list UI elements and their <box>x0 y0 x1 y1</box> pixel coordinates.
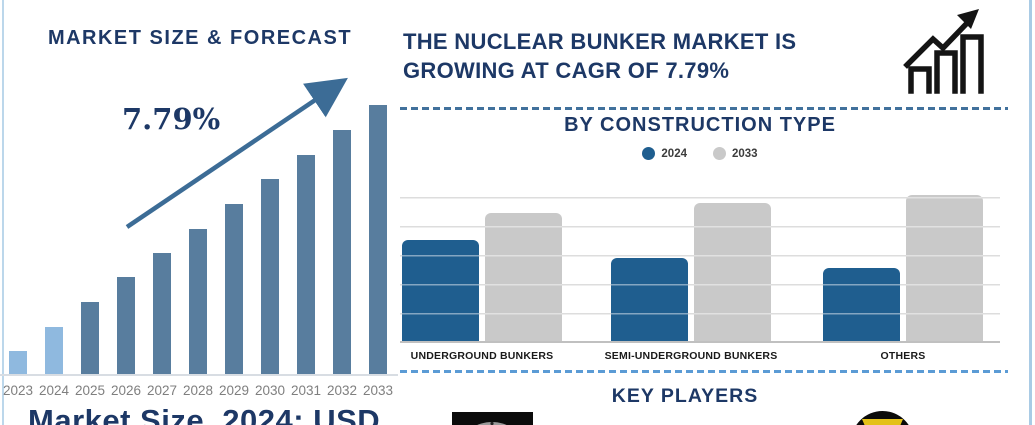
construction-baseline <box>400 341 1000 343</box>
legend-label-2024: 2024 <box>661 147 687 160</box>
year-label-2032: 2032 <box>326 383 358 398</box>
left-chart-title: MARKET SIZE & FORECAST <box>47 27 353 49</box>
headline-line2: GROWING AT CAGR OF 7.79% <box>403 58 730 83</box>
frame-border-right <box>1029 0 1032 425</box>
forecast-bar-2025 <box>81 302 99 375</box>
dashed-divider-bottom <box>400 370 1008 373</box>
key-players-title: KEY PLAYERS <box>611 385 759 407</box>
bar-2024-3 <box>823 268 900 342</box>
forecast-bar-2027 <box>153 253 171 375</box>
construction-legend: 2024 2033 <box>400 147 1000 160</box>
category-label-2: SEMI-UNDERGROUND BUNKERS <box>604 350 778 362</box>
headline: THE NUCLEAR BUNKER MARKET IS GROWING AT … <box>403 27 823 85</box>
legend-item-2033: 2033 <box>713 147 758 160</box>
left-chart-baseline <box>0 374 398 376</box>
construction-bars-plot <box>400 172 1000 342</box>
headline-line1: THE NUCLEAR BUNKER MARKET IS <box>403 29 797 54</box>
bar-group-2 <box>611 172 771 342</box>
shield-logo-graphic <box>856 411 909 425</box>
trend-arrow-icon <box>125 77 348 229</box>
forecast-bar-2023 <box>9 351 27 375</box>
dashed-divider-top <box>400 107 1008 110</box>
forecast-bar-2029 <box>225 204 243 375</box>
year-label-2029: 2029 <box>218 383 250 398</box>
key-player-logo-2 <box>851 411 914 425</box>
year-label-2028: 2028 <box>182 383 214 398</box>
category-label-3: OTHERS <box>880 350 926 362</box>
year-label-2027: 2027 <box>146 383 178 398</box>
forecast-bar-2033 <box>369 105 387 375</box>
year-label-2026: 2026 <box>110 383 142 398</box>
construction-category-labels: UNDERGROUND BUNKERS SEMI-UNDERGROUND BUNK… <box>400 350 1000 364</box>
bar-2024-1 <box>402 240 479 342</box>
construction-section-title: BY CONSTRUCTION TYPE <box>564 114 836 136</box>
bar-2033-3 <box>906 195 983 342</box>
bar-group-3 <box>823 172 983 342</box>
growth-chart-icon <box>903 9 984 94</box>
frame-border-left <box>2 0 4 425</box>
market-size-caption: Market Size, 2024: USD <box>28 403 381 425</box>
legend-dot-2024 <box>642 147 656 160</box>
bar-group-1 <box>402 172 562 342</box>
forecast-bar-2031 <box>297 155 315 375</box>
year-axis-labels: 2023 2024 2025 2026 2027 2028 2029 2030 2031 2032… <box>0 383 397 398</box>
bar-2033-1 <box>485 213 562 342</box>
forecast-bars <box>0 90 397 375</box>
key-player-logo-1 <box>452 412 533 425</box>
legend-label-2033: 2033 <box>732 147 758 160</box>
year-label-2025: 2025 <box>74 383 106 398</box>
legend-item-2024: 2024 <box>642 147 687 160</box>
year-label-2033: 2033 <box>362 383 394 398</box>
year-label-2024: 2024 <box>38 383 70 398</box>
legend-dot-2033 <box>713 147 726 160</box>
year-label-2030: 2030 <box>254 383 286 398</box>
forecast-bar-2024 <box>45 327 63 375</box>
hatch-logo-graphic <box>477 421 507 425</box>
year-label-2031: 2031 <box>290 383 322 398</box>
cagr-value-left: 7.79% <box>122 102 221 136</box>
forecast-bar-2032 <box>333 130 351 375</box>
category-label-1: UNDERGROUND BUNKERS <box>410 350 554 362</box>
year-label-2023: 2023 <box>2 383 34 398</box>
forecast-bar-2030 <box>261 179 279 375</box>
forecast-bar-2026 <box>117 277 135 375</box>
bar-2024-2 <box>611 258 688 342</box>
bar-2033-2 <box>694 203 771 342</box>
forecast-bar-2028 <box>189 229 207 375</box>
